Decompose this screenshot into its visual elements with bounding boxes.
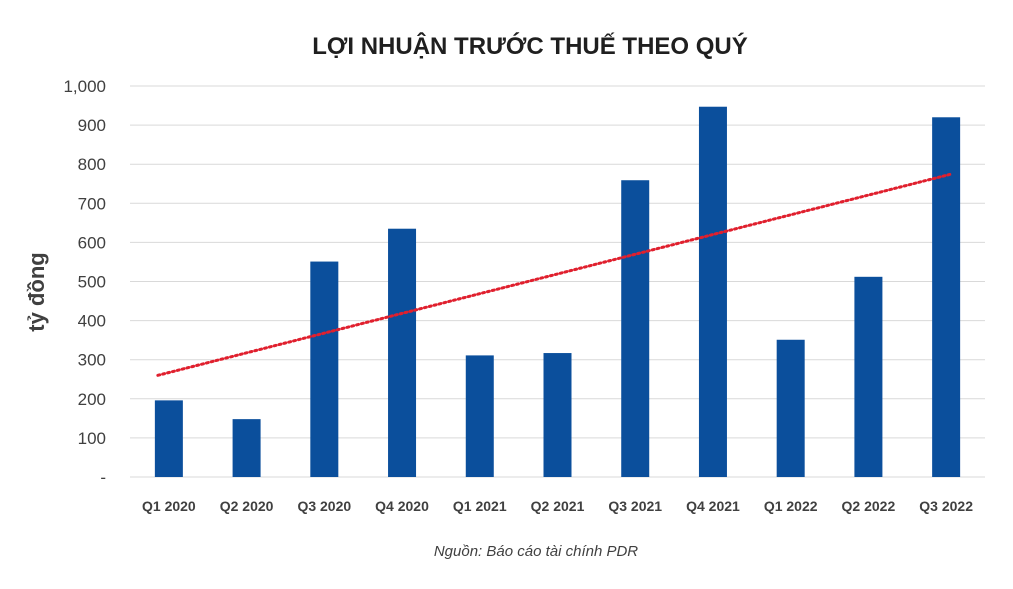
y-tick-label: 400 — [78, 312, 106, 331]
y-tick-label: 900 — [78, 116, 106, 135]
gridlines — [130, 85, 985, 478]
x-tick-label: Q1 2022 — [764, 498, 818, 514]
y-tick-label: - — [100, 468, 106, 487]
bar — [776, 339, 805, 477]
x-tick-label: Q3 2020 — [297, 498, 351, 514]
bar — [854, 276, 883, 477]
bar — [621, 180, 650, 477]
bar — [543, 353, 572, 477]
x-tick-label: Q2 2020 — [220, 498, 274, 514]
bar — [465, 355, 494, 477]
y-axis-label: tỷ đồng — [24, 252, 49, 331]
x-tick-label: Q3 2022 — [919, 498, 973, 514]
bar — [310, 261, 339, 477]
bars — [154, 106, 961, 478]
x-axis-ticks: Q1 2020 Q2 2020 Q3 2020 Q4 2020 Q1 2021 Q2 20… — [142, 498, 973, 514]
y-tick-label: 800 — [78, 155, 106, 174]
x-tick-label: Q1 2021 — [453, 498, 507, 514]
trendline — [156, 172, 952, 377]
x-tick-label: Q4 2020 — [375, 498, 429, 514]
y-tick-label: 300 — [78, 351, 106, 370]
y-tick-label: 100 — [78, 429, 106, 448]
x-tick-label: Q3 2021 — [608, 498, 662, 514]
bar — [388, 228, 417, 477]
y-axis-ticks: - 100 200 300 400 500 600 700 800 900 1,000 — [63, 77, 106, 487]
y-tick-label: 600 — [78, 233, 106, 252]
chart-title: LỢI NHUẬN TRƯỚC THUẾ THEO QUÝ — [312, 32, 748, 60]
x-tick-label: Q4 2021 — [686, 498, 740, 514]
y-tick-label: 500 — [78, 273, 106, 292]
bar — [932, 117, 961, 477]
x-tick-label: Q1 2020 — [142, 498, 196, 514]
y-tick-label: 1,000 — [63, 77, 106, 96]
bar — [154, 400, 183, 477]
bar — [232, 419, 261, 477]
x-tick-label: Q2 2021 — [531, 498, 585, 514]
x-tick-label: Q2 2022 — [842, 498, 896, 514]
source-note: Nguồn: Báo cáo tài chính PDR — [434, 543, 638, 560]
trendline-group — [156, 172, 952, 377]
y-tick-label: 200 — [78, 390, 106, 409]
bar — [698, 106, 727, 478]
y-tick-label: 700 — [78, 194, 106, 213]
